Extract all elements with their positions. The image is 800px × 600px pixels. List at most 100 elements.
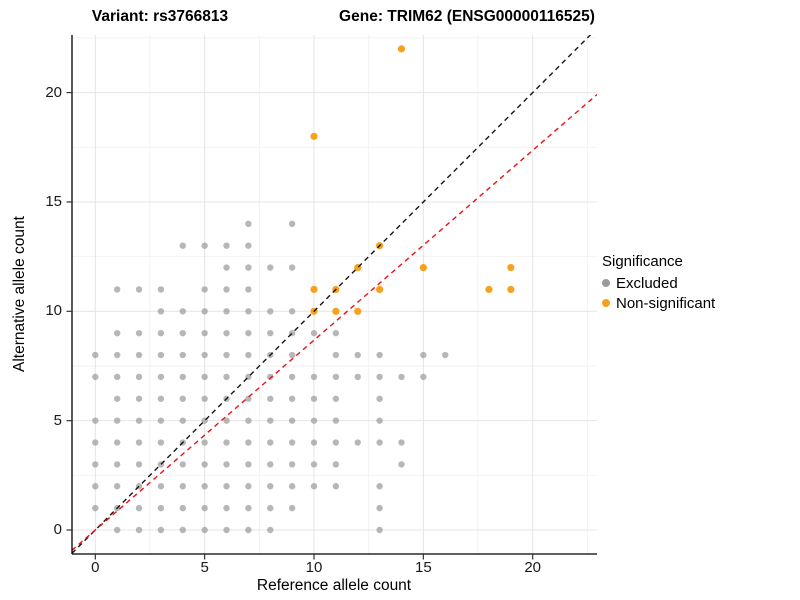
point-excluded	[157, 329, 165, 337]
point-excluded	[310, 439, 318, 446]
point-excluded	[223, 308, 230, 315]
point-excluded	[288, 461, 296, 468]
point-excluded	[157, 286, 165, 293]
legend-item-non-significant: Non-significant	[602, 293, 715, 313]
variant-title: Variant: rs3766813	[91, 8, 229, 25]
point-excluded	[223, 351, 230, 359]
legend-title: Significance	[602, 253, 683, 270]
point-excluded	[92, 417, 99, 424]
point-excluded	[288, 417, 296, 424]
x-tick-label: 15	[415, 559, 432, 576]
point-excluded	[201, 439, 208, 446]
legend-label-non-significant: Non-significant	[616, 294, 716, 312]
point-excluded	[201, 329, 208, 337]
point-excluded	[223, 461, 230, 468]
point-excluded	[245, 351, 252, 359]
panel-content	[72, 35, 597, 554]
point-excluded	[201, 504, 208, 512]
x-axis-title: Reference allele count	[256, 577, 412, 594]
point-excluded	[113, 351, 121, 359]
point-excluded	[332, 461, 340, 468]
x-tick-label: 0	[91, 559, 100, 576]
expected-ratio-line	[72, 93, 597, 551]
point-excluded	[113, 483, 121, 490]
point-excluded	[223, 373, 230, 381]
point-excluded	[376, 504, 383, 512]
point-non-significant	[397, 45, 406, 53]
point-excluded	[398, 461, 405, 468]
point-excluded	[223, 504, 230, 512]
point-excluded	[135, 504, 143, 512]
point-excluded	[267, 461, 274, 468]
point-excluded	[267, 483, 274, 490]
point-excluded	[267, 526, 274, 534]
point-excluded	[420, 351, 427, 359]
point-excluded	[354, 373, 361, 381]
point-non-significant	[332, 307, 340, 315]
point-excluded	[245, 504, 252, 512]
point-excluded	[420, 373, 427, 381]
point-non-significant	[376, 285, 384, 294]
point-excluded	[201, 351, 208, 359]
point-excluded	[179, 483, 186, 490]
point-excluded	[376, 439, 383, 446]
point-excluded	[223, 286, 230, 293]
point-excluded	[245, 242, 252, 249]
point-excluded	[354, 351, 361, 359]
point-excluded	[223, 526, 230, 534]
point-excluded	[245, 439, 252, 446]
point-excluded	[223, 329, 230, 337]
point-excluded	[245, 220, 252, 228]
point-excluded	[135, 395, 143, 402]
point-excluded	[267, 439, 274, 446]
identity-line	[72, 35, 592, 554]
gene-title: Gene: TRIM62 (ENSG00000116525)	[339, 8, 595, 25]
point-excluded	[201, 395, 208, 402]
point-non-significant	[507, 285, 515, 294]
y-tick-label: 20	[45, 83, 62, 101]
point-excluded	[179, 329, 186, 337]
point-excluded	[310, 395, 318, 402]
x-tick-label: 5	[200, 559, 209, 576]
point-excluded	[245, 461, 252, 468]
point-excluded	[310, 461, 318, 468]
point-excluded	[179, 308, 186, 315]
point-excluded	[442, 351, 449, 359]
point-excluded	[157, 417, 165, 424]
point-excluded	[288, 395, 296, 402]
point-excluded	[135, 329, 143, 337]
point-excluded	[92, 351, 99, 359]
point-excluded	[179, 417, 186, 424]
point-excluded	[179, 395, 186, 402]
point-non-significant	[310, 132, 318, 140]
point-excluded	[157, 526, 165, 534]
point-excluded	[288, 220, 296, 228]
point-excluded	[179, 242, 186, 249]
point-excluded	[113, 286, 121, 293]
point-excluded	[332, 373, 340, 381]
point-excluded	[288, 351, 296, 359]
y-tick-label: 10	[45, 302, 62, 320]
point-excluded	[267, 329, 274, 337]
point-excluded	[135, 417, 143, 424]
point-excluded	[245, 417, 252, 424]
point-excluded	[113, 526, 121, 534]
y-tick-label: 15	[45, 192, 62, 210]
point-excluded	[223, 242, 230, 249]
y-tick-label: 5	[53, 411, 62, 429]
point-excluded	[157, 504, 165, 512]
point-excluded	[354, 439, 361, 446]
point-excluded	[135, 286, 143, 293]
point-excluded	[332, 351, 340, 359]
point-excluded	[398, 439, 405, 446]
point-excluded	[201, 483, 208, 490]
point-excluded	[92, 439, 99, 446]
point-excluded	[245, 308, 252, 315]
legend-dot-non-significant	[602, 299, 610, 307]
point-excluded	[332, 329, 340, 337]
point-excluded	[157, 439, 165, 446]
point-non-significant	[419, 263, 427, 272]
point-excluded	[376, 417, 383, 424]
point-excluded	[201, 242, 208, 249]
